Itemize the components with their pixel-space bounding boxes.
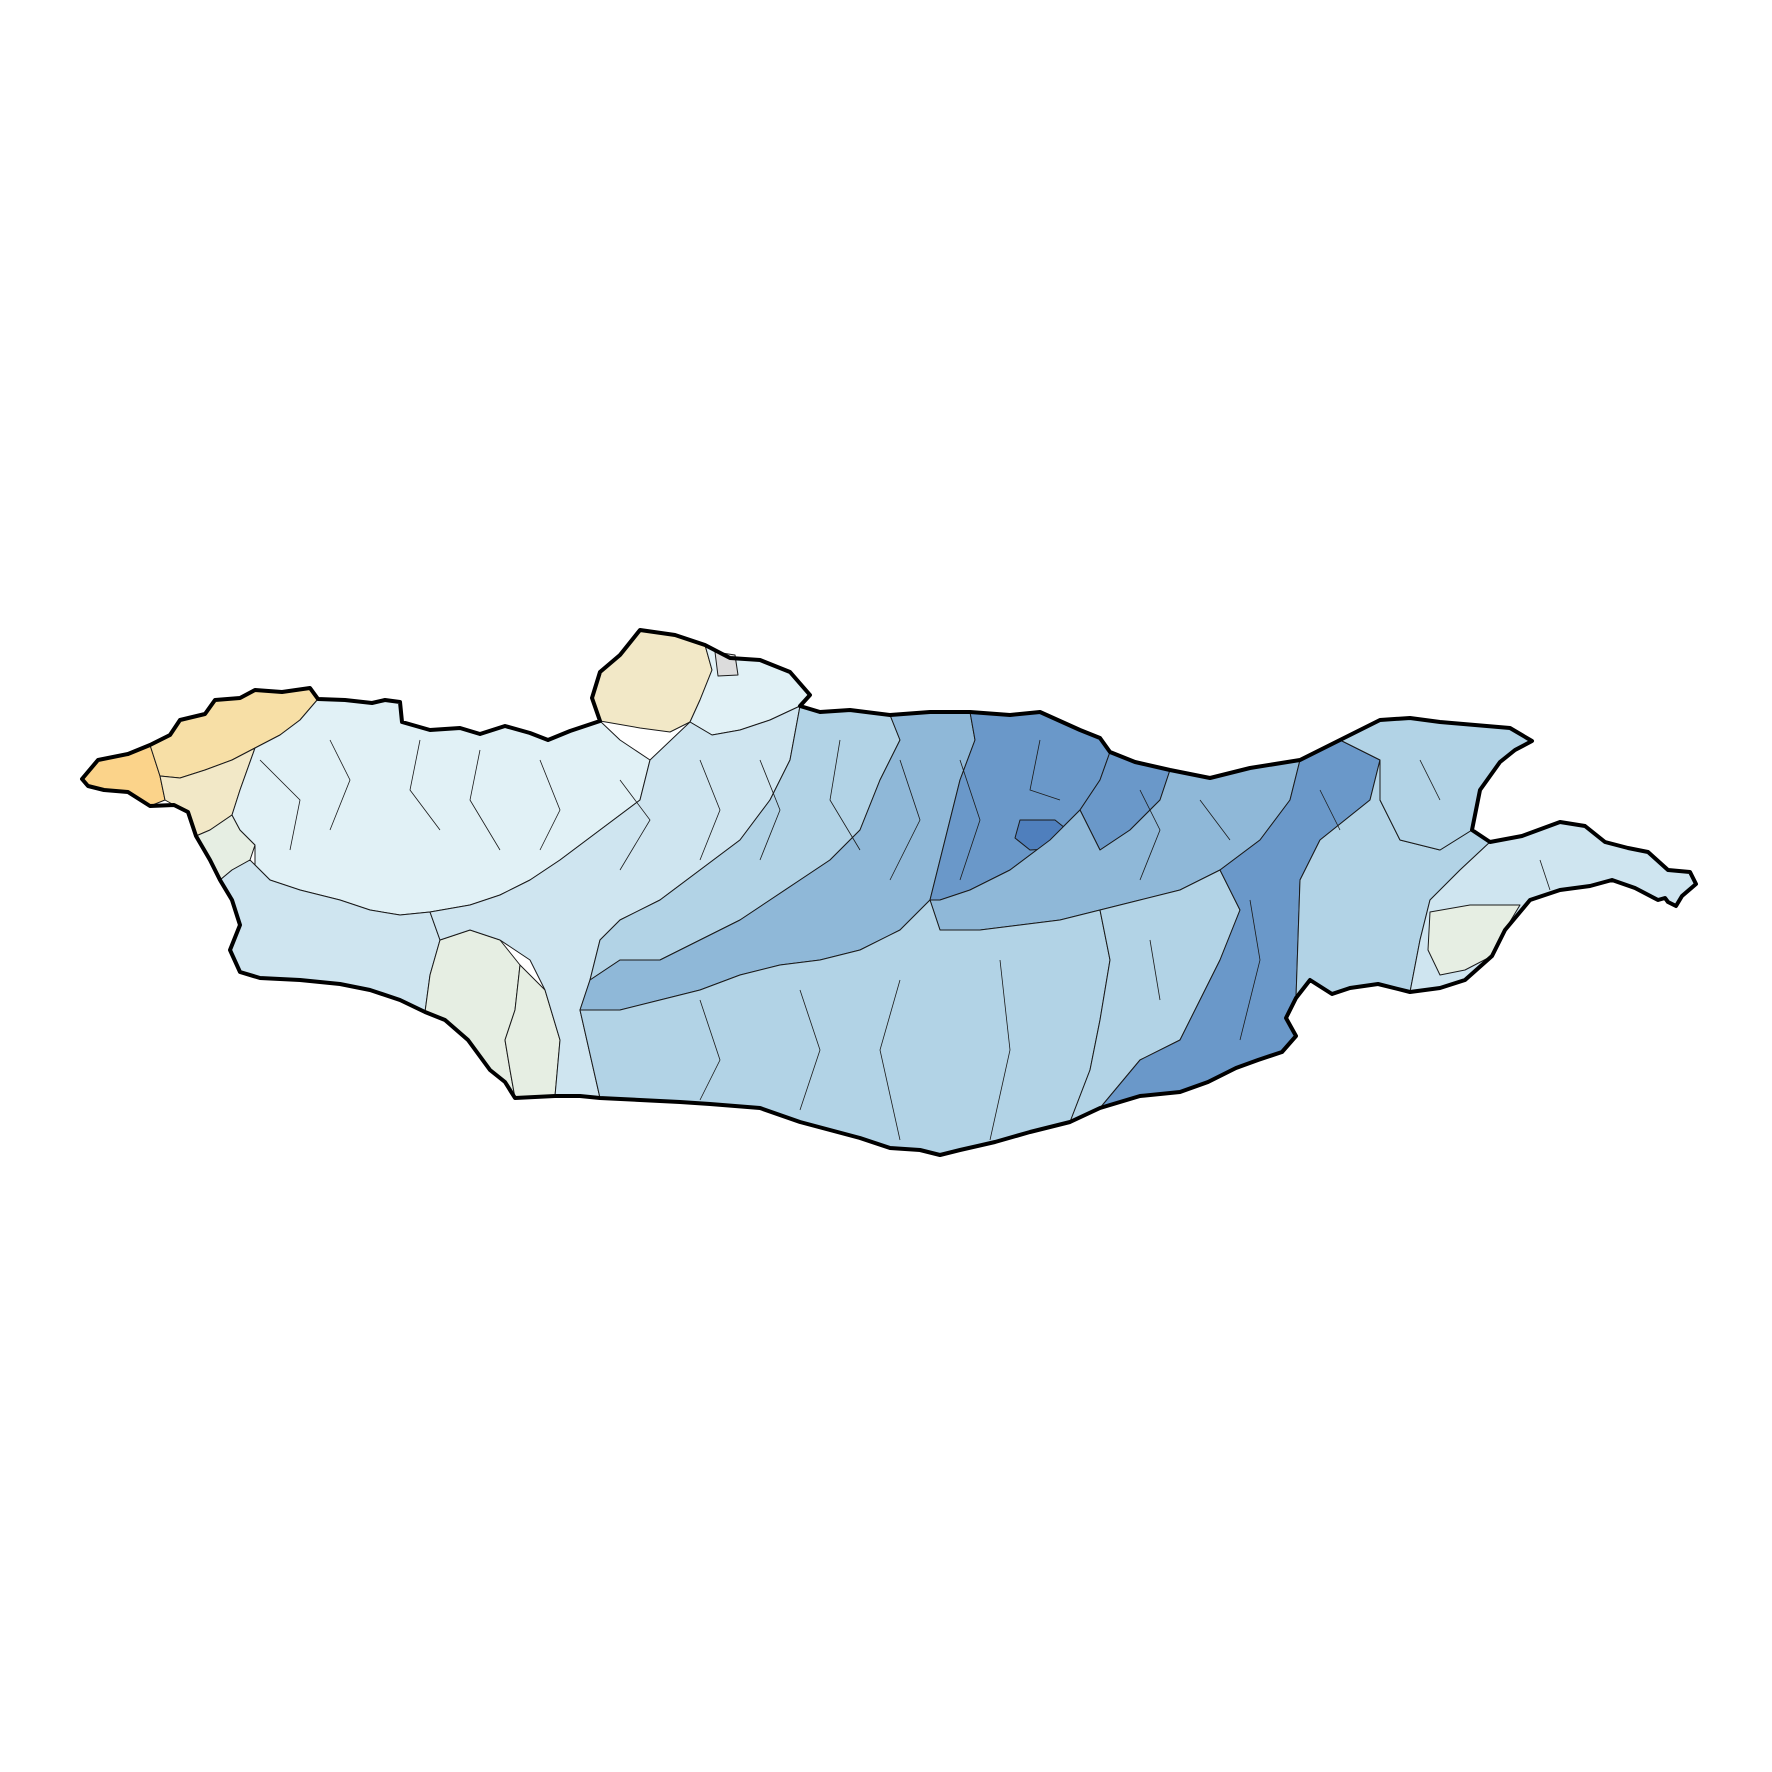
district-line — [1139, 789, 1161, 881]
district-line — [799, 989, 821, 1111]
district-line — [1539, 859, 1551, 891]
district-line — [1029, 739, 1061, 801]
district-line — [699, 999, 721, 1101]
district-line — [989, 959, 1011, 1141]
region-southwest-1 — [424, 929, 521, 1099]
district-line — [329, 739, 351, 831]
district-line — [1239, 899, 1261, 1041]
district-line — [1319, 789, 1341, 831]
district-line — [619, 779, 651, 871]
district-line — [759, 759, 781, 861]
district-line — [1199, 799, 1231, 841]
district-line — [1149, 939, 1161, 1001]
district-line — [829, 739, 861, 851]
district-line — [889, 759, 921, 881]
district-lines — [259, 739, 1551, 1141]
district-line — [959, 759, 981, 881]
district-line — [469, 749, 501, 851]
district-line — [1419, 759, 1441, 801]
region-layer — [81, 629, 1697, 1156]
district-line — [539, 759, 561, 851]
district-line — [259, 759, 301, 851]
district-line — [409, 739, 441, 831]
country-border — [80, 628, 1698, 1157]
region-east-south-pocket — [1427, 904, 1521, 976]
district-line — [879, 979, 901, 1141]
district-line — [699, 759, 721, 861]
